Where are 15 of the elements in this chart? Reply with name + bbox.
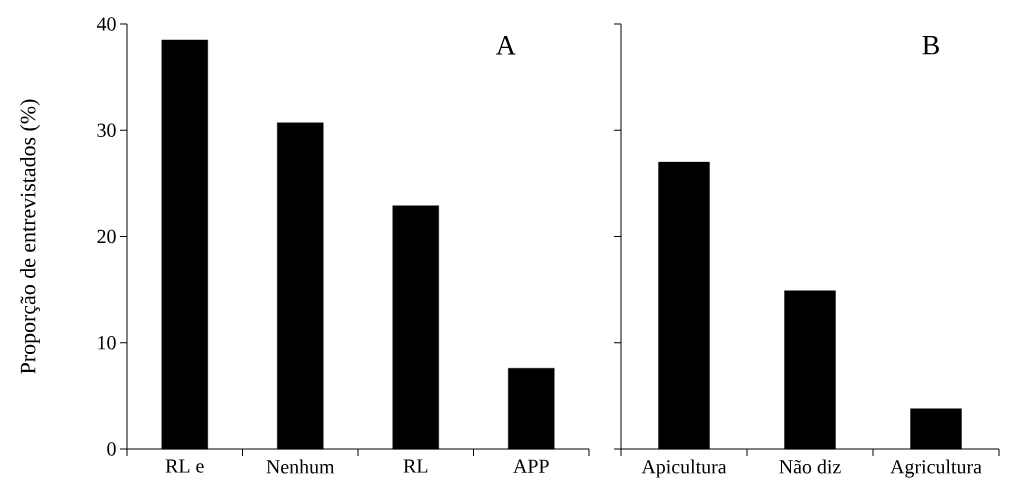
y-tick-label: 10 (98, 336, 116, 350)
y-tick-label: 30 (97, 123, 116, 137)
y-tick-label: 20 (97, 229, 116, 244)
annotation: B (922, 36, 939, 55)
x-tick-label: APP (513, 459, 549, 473)
x-tick-label: Agricultura (890, 459, 982, 478)
y-tick-label: 0 (107, 442, 116, 456)
x-tick-label: Não diz (779, 459, 841, 474)
x-tick-label: RL (403, 459, 428, 473)
x-tick-label: Apicultura (641, 459, 727, 478)
x-tick-label: RL e (165, 459, 204, 473)
y-axis-title: Proporção de entrevistados (%) (20, 99, 40, 374)
y-tick-label: 40 (96, 17, 116, 31)
x-tick-label: Nenhum (266, 459, 335, 474)
annotation: A (496, 36, 516, 55)
